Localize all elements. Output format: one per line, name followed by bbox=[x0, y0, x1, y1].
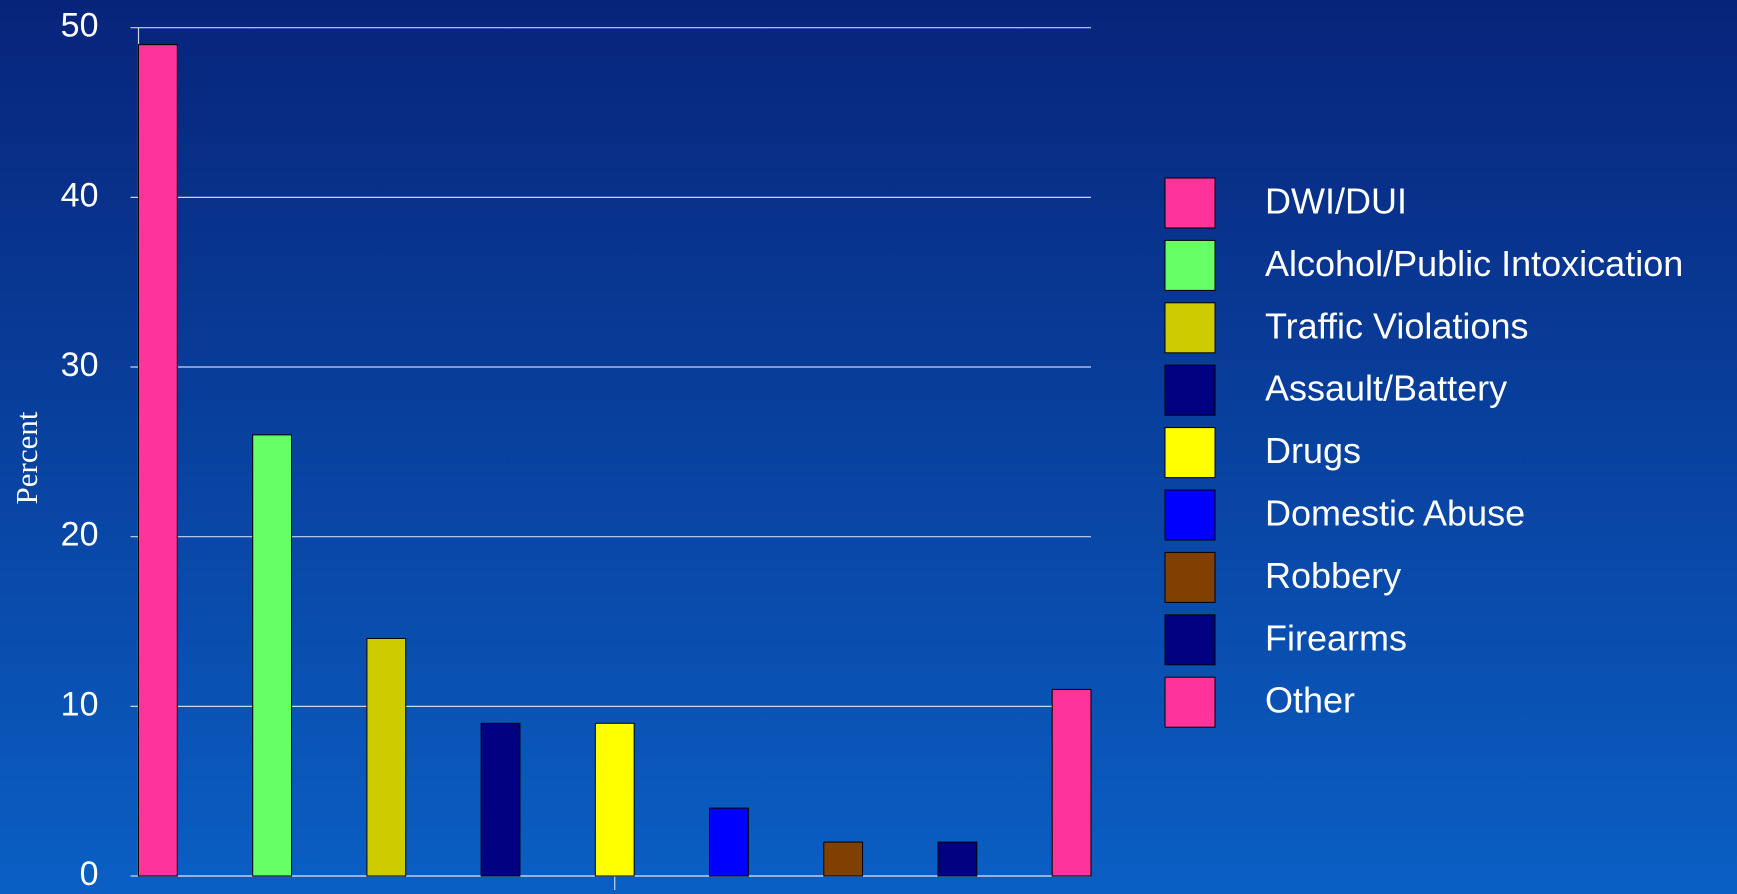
bar bbox=[366, 637, 407, 877]
y-axis-label: Percent bbox=[9, 411, 44, 504]
legend-label: DWI/DUI bbox=[1265, 181, 1407, 222]
bar bbox=[252, 434, 293, 877]
legend-label: Firearms bbox=[1265, 617, 1407, 658]
legend-swatch bbox=[1164, 676, 1216, 728]
y-tick-label: 40 bbox=[61, 176, 99, 214]
bar bbox=[138, 44, 178, 877]
legend-label: Drugs bbox=[1265, 430, 1361, 471]
y-tick-label: 10 bbox=[61, 685, 99, 723]
legend-swatch bbox=[1164, 177, 1216, 229]
legend-label: Alcohol/Public Intoxication bbox=[1265, 243, 1683, 284]
legend-swatch bbox=[1164, 302, 1216, 354]
legend-swatch bbox=[1164, 427, 1216, 479]
legend-swatch bbox=[1164, 489, 1216, 541]
legend-label: Assault/Battery bbox=[1265, 368, 1507, 409]
legend-label: Other bbox=[1265, 680, 1355, 721]
bar bbox=[709, 807, 749, 877]
y-tick-label: 0 bbox=[80, 855, 99, 893]
legend-swatch bbox=[1164, 239, 1216, 291]
legend-swatch bbox=[1164, 614, 1216, 666]
legend-label: Domestic Abuse bbox=[1265, 493, 1525, 534]
y-tick-label: 50 bbox=[61, 7, 99, 45]
legend-label: Robbery bbox=[1265, 555, 1401, 596]
y-tick-label: 30 bbox=[61, 346, 99, 384]
bar bbox=[594, 722, 635, 877]
bar bbox=[823, 841, 864, 877]
bar bbox=[937, 841, 978, 877]
legend-swatch bbox=[1164, 364, 1216, 416]
bar bbox=[1051, 688, 1092, 877]
bar bbox=[480, 722, 521, 877]
legend-swatch bbox=[1164, 551, 1216, 603]
legend-label: Traffic Violations bbox=[1265, 305, 1528, 346]
y-tick-label: 20 bbox=[61, 516, 99, 554]
